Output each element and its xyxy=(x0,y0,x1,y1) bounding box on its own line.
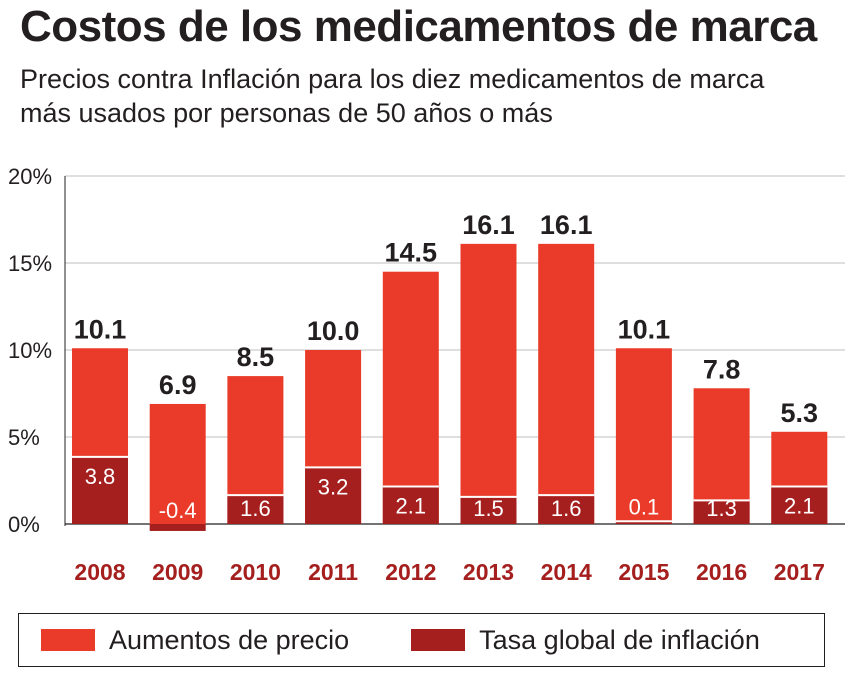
inflation-value-label: -0.4 xyxy=(159,498,197,523)
price-value-label: 6.9 xyxy=(159,370,197,400)
x-tick-label: 2011 xyxy=(308,559,358,585)
inflation-bar xyxy=(227,496,284,524)
price-bar xyxy=(615,348,672,524)
inflation-bar xyxy=(305,468,362,524)
x-tick-label: 2012 xyxy=(385,559,436,585)
price-value-label: 10.1 xyxy=(618,314,671,344)
inflation-value-label: 3.8 xyxy=(85,464,116,489)
y-tick-label: 15% xyxy=(8,251,52,276)
x-tick-label: 2009 xyxy=(152,559,203,585)
legend-label-price: Aumentos de precio xyxy=(109,624,350,655)
inflation-bar xyxy=(72,457,128,524)
x-axis-labels: 2008 2009 2010 2011 2012 2013 2014 2015 2016 2017 xyxy=(74,559,824,585)
inflation-value-label: 3.2 xyxy=(318,474,349,499)
y-tick-label: 20% xyxy=(8,164,52,189)
legend-item-inflation: Tasa global de inflación xyxy=(411,625,760,656)
price-value-label: 8.5 xyxy=(237,342,275,372)
inflation-value-label: 2.1 xyxy=(784,493,815,518)
y-tick-label: 5% xyxy=(8,425,40,450)
price-value-label: 5.3 xyxy=(781,398,819,428)
inflation-value-label: 1.6 xyxy=(551,496,582,521)
inflation-bar xyxy=(460,497,517,524)
legend-item-price: Aumentos de precio xyxy=(41,625,349,656)
price-value-label: 7.8 xyxy=(703,354,741,384)
price-value-label: 16.1 xyxy=(462,210,515,240)
x-tick-label: 2010 xyxy=(230,559,281,585)
x-tick-label: 2013 xyxy=(463,559,514,585)
x-tick-label: 2017 xyxy=(774,559,825,585)
inflation-bar xyxy=(538,496,595,524)
chart-subtitle: Precios contra Inflación para los diez m… xyxy=(20,64,765,128)
inflation-value-label: 1.6 xyxy=(240,496,271,521)
inflation-bar xyxy=(693,501,750,524)
price-bar xyxy=(382,271,439,524)
y-axis-ticks: 0% 5% 10% 15% 20% xyxy=(8,164,52,537)
bars: 10.1 3.8 6.9 -0.4 8.5 1.6 10.0 3.2 14.5 2.1 16.1 1.… xyxy=(72,210,828,531)
x-tick-label: 2016 xyxy=(696,559,747,585)
price-value-label: 10.0 xyxy=(307,316,360,346)
inflation-value-label: 2.1 xyxy=(396,493,427,518)
legend-label-inflation: Tasa global de inflación xyxy=(479,624,760,655)
y-tick-label: 10% xyxy=(8,338,52,363)
inflation-bar xyxy=(771,487,828,524)
y-tick-label: 0% xyxy=(8,512,40,537)
bar-chart: 0% 5% 10% 15% 20% 10.1 3.8 6.9 -0.4 8.5 1.6 10.0 3.… xyxy=(8,164,845,585)
legend-swatch-price xyxy=(41,629,95,651)
price-value-label: 10.1 xyxy=(74,314,127,344)
price-bar xyxy=(460,243,517,525)
inflation-value-label: 1.3 xyxy=(706,496,737,521)
x-tick-label: 2014 xyxy=(541,559,592,585)
price-value-label: 16.1 xyxy=(540,210,593,240)
inflation-bar xyxy=(382,487,439,524)
inflation-bar xyxy=(615,522,672,524)
price-bar xyxy=(538,243,595,525)
price-bar xyxy=(149,403,206,524)
chart-title: Costos de los medicamentos de marca xyxy=(20,2,817,51)
inflation-value-label: 0.1 xyxy=(629,494,660,519)
inflation-bar xyxy=(149,524,206,531)
x-tick-label: 2015 xyxy=(618,559,669,585)
legend: Aumentos de precio Tasa global de inflac… xyxy=(18,613,825,667)
inflation-value-label: 1.5 xyxy=(473,496,504,521)
price-value-label: 14.5 xyxy=(385,238,438,268)
x-tick-label: 2008 xyxy=(74,559,125,585)
legend-swatch-inflation xyxy=(411,629,466,651)
